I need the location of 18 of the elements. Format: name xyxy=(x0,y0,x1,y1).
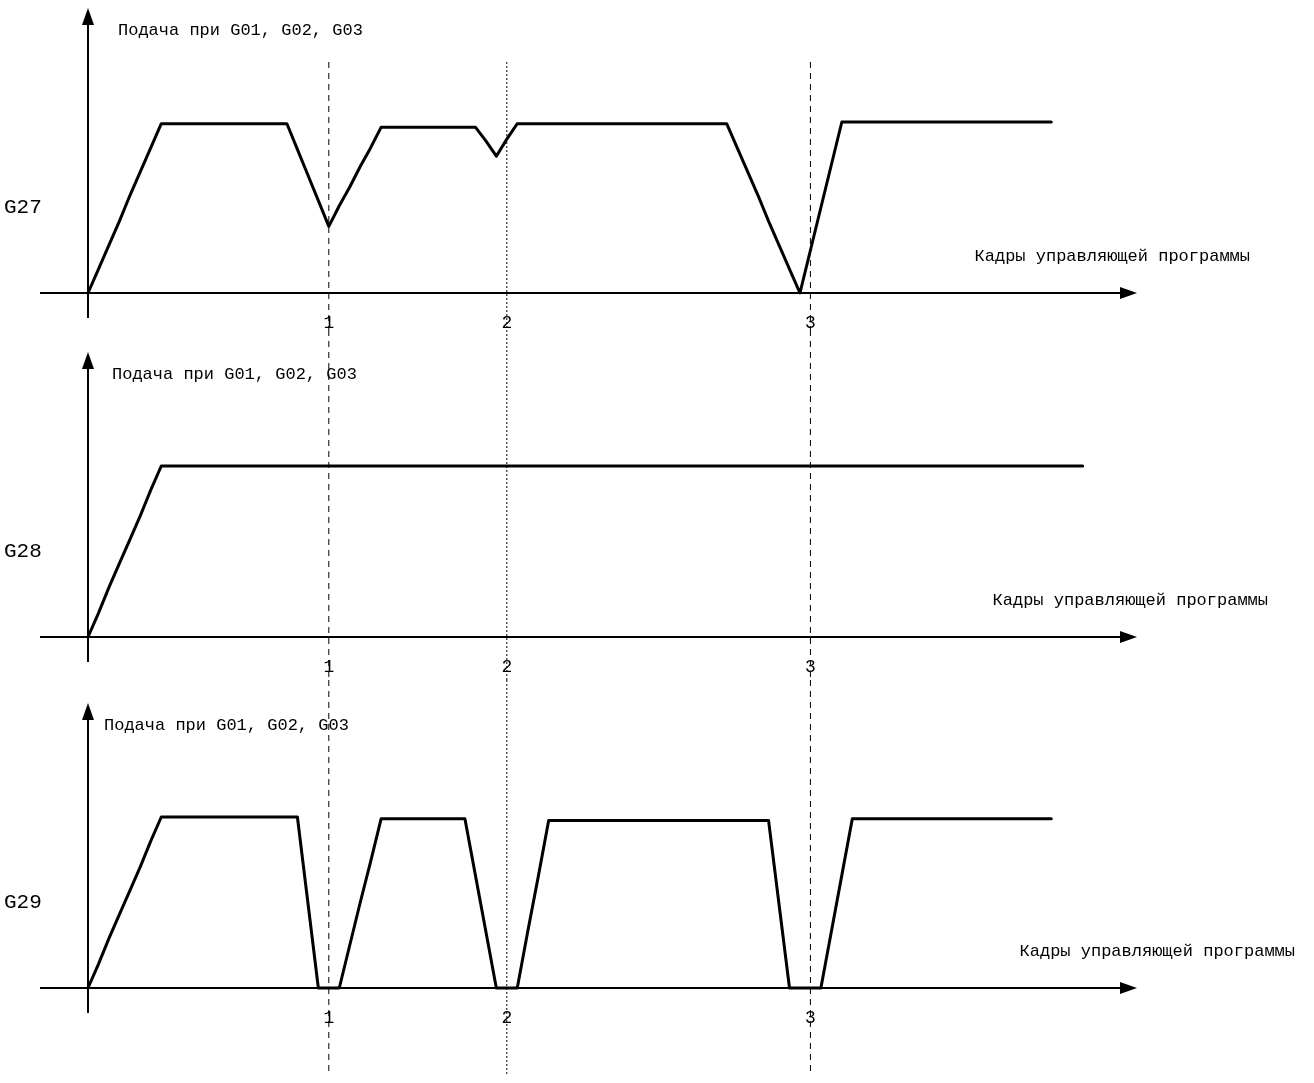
x-tick-label: 1 xyxy=(323,313,335,333)
x-tick-label: 1 xyxy=(323,657,335,677)
x-tick-label: 2 xyxy=(501,657,513,677)
x-tick-label: 2 xyxy=(501,1008,513,1028)
x-axis-title: Кадры управляющей программы xyxy=(1019,942,1295,961)
x-tick-label: 3 xyxy=(805,1008,816,1028)
x-tick-label: 3 xyxy=(805,657,816,677)
x-axis-title: Кадры управляющей программы xyxy=(974,247,1250,266)
y-axis-title: Подача при G01, G02, G03 xyxy=(104,716,349,735)
y-axis-title: Подача при G01, G02, G03 xyxy=(118,21,363,40)
x-axis-title: Кадры управляющей программы xyxy=(992,591,1268,610)
text: G28 xyxy=(4,540,42,563)
y-axis-title: Подача при G01, G02, G03 xyxy=(112,365,357,384)
text: G29 xyxy=(4,891,42,914)
x-tick-label: 3 xyxy=(805,313,816,333)
x-tick-label: 2 xyxy=(501,313,513,333)
text: G27 xyxy=(4,196,42,219)
x-tick-label: 1 xyxy=(323,1008,335,1028)
